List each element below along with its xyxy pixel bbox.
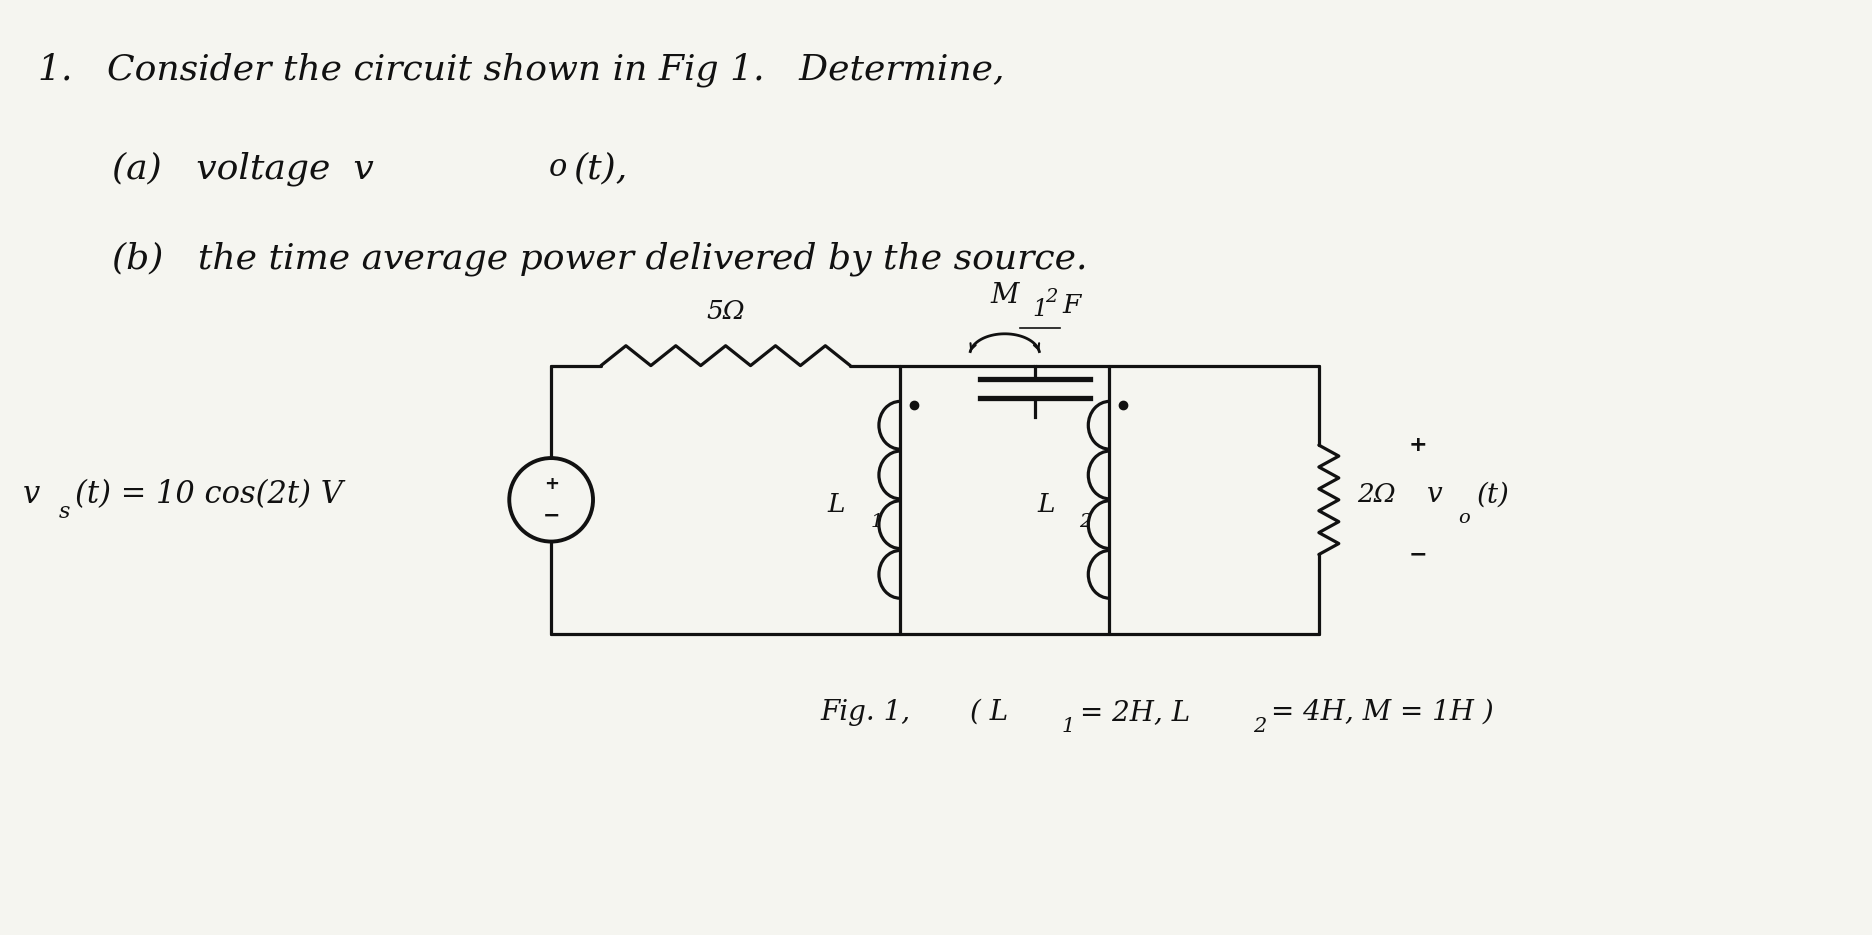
Text: L: L [1037, 492, 1054, 517]
Text: v: v [22, 480, 39, 511]
Text: +: + [543, 475, 558, 493]
Text: M: M [990, 282, 1018, 309]
Text: 5Ω: 5Ω [706, 299, 745, 324]
Text: s: s [58, 501, 69, 523]
Text: (b)   the time average power delivered by the source.: (b) the time average power delivered by … [112, 241, 1088, 276]
Text: 2: 2 [1252, 716, 1265, 736]
Text: = 2H, L: = 2H, L [1080, 698, 1191, 726]
Text: F: F [1063, 293, 1080, 318]
Text: Fig. 1,: Fig. 1, [820, 698, 910, 726]
Text: 1: 1 [1061, 716, 1075, 736]
Text: = 4H, M = 1H ): = 4H, M = 1H ) [1271, 698, 1494, 726]
Text: +: + [1408, 435, 1426, 455]
Text: 1: 1 [870, 512, 882, 531]
Text: (t) = 10 cos(2t) V: (t) = 10 cos(2t) V [75, 480, 343, 511]
Text: 2Ω: 2Ω [1357, 482, 1395, 508]
Text: −: − [1408, 544, 1426, 565]
Text: 2: 2 [1045, 288, 1058, 306]
Text: o: o [1458, 509, 1470, 526]
Text: L: L [827, 492, 846, 517]
Text: (t),: (t), [573, 151, 627, 186]
Text: o: o [548, 151, 567, 183]
Text: 1: 1 [1031, 298, 1046, 321]
Text: −: − [543, 506, 560, 525]
Text: v: v [1426, 482, 1441, 509]
Text: 1.   Consider the circuit shown in Fig 1.   Determine,: 1. Consider the circuit shown in Fig 1. … [37, 52, 1003, 87]
Text: ( L: ( L [970, 698, 1007, 726]
Text: 2: 2 [1080, 512, 1091, 531]
Text: (t): (t) [1477, 482, 1509, 509]
Text: (a)   voltage  v: (a) voltage v [112, 151, 374, 186]
